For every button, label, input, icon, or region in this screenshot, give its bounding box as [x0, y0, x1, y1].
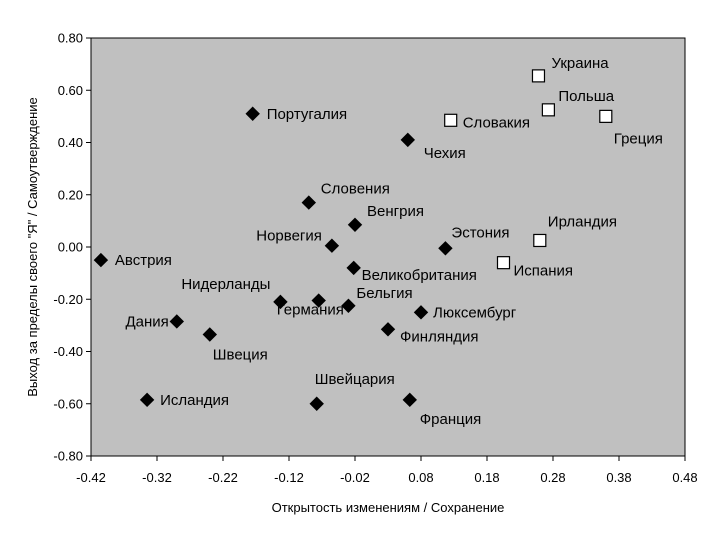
point-label: Швеция: [213, 347, 268, 364]
diamond-point: [245, 106, 260, 121]
point-label: Словакия: [463, 114, 530, 131]
point-label: Великобритания: [362, 267, 477, 284]
y-tick-label: 0.80: [58, 31, 83, 46]
square-point: [496, 256, 511, 270]
y-axis-label: Выход за пределы своего "Я" / Самоутверж…: [25, 97, 40, 397]
square-point: [599, 109, 613, 123]
diamond-point: [311, 293, 326, 308]
diamond-point: [309, 396, 324, 411]
x-axis-ticks: -0.42 -0.32 -0.22 -0.12 -0.02 0.08 0.18 0.28 0.3…: [76, 456, 698, 485]
y-tick-label: -0.80: [53, 449, 83, 464]
y-axis-ticks: -0.80 -0.60 -0.40 -0.20 0.00 0.20 0.40 0.60 0.80: [53, 31, 91, 464]
point-label: Польша: [558, 88, 614, 105]
x-tick-label: -0.12: [274, 470, 304, 485]
diamond-point: [413, 305, 429, 320]
y-tick-label: -0.40: [53, 344, 83, 359]
point-label: Франция: [420, 411, 481, 428]
diamond-point: [341, 298, 356, 313]
diamond-point: [347, 217, 363, 233]
x-tick-label: 0.28: [540, 470, 565, 485]
data-points: Португалия Чехия Словения Венгрия Норвегия Эс…: [93, 55, 663, 428]
square-point: [531, 69, 546, 83]
y-tick-label: 0.40: [58, 135, 83, 150]
point-label: Германия: [277, 302, 344, 319]
x-tick-label: 0.18: [474, 470, 499, 485]
diamond-point: [324, 238, 340, 253]
x-tick-label: -0.42: [76, 470, 106, 485]
x-axis-label: Открытость изменениям / Сохранение: [272, 500, 505, 515]
plot-area: [90, 37, 686, 457]
point-label: Люксембург: [433, 304, 517, 321]
y-tick-label: 0.60: [58, 83, 83, 98]
point-label: Бельгия: [356, 285, 412, 302]
x-tick-label: -0.32: [142, 470, 172, 485]
point-label: Ирландия: [548, 213, 617, 230]
diamond-point: [273, 294, 288, 310]
diamond-point: [301, 195, 317, 210]
point-label: Норвегия: [256, 228, 322, 245]
point-label: Португалия: [267, 106, 347, 123]
diamond-point: [400, 132, 416, 148]
y-tick-label: -0.20: [53, 292, 83, 307]
diamond-point: [438, 241, 453, 256]
x-tick-label: 0.08: [408, 470, 433, 485]
y-tick-label: 0.20: [58, 187, 83, 202]
diamond-point: [93, 252, 109, 268]
point-label: Чехия: [424, 145, 466, 162]
diamond-point: [402, 392, 417, 408]
point-label: Словения: [321, 181, 390, 198]
diamond-point: [380, 322, 396, 337]
square-point: [541, 103, 555, 117]
point-label: Украина: [551, 55, 609, 72]
x-tick-label: 0.48: [672, 470, 697, 485]
square-point: [533, 233, 547, 248]
point-label: Венгрия: [367, 203, 424, 220]
x-tick-label: -0.02: [340, 470, 370, 485]
point-label: Греция: [614, 130, 663, 147]
diamond-point: [346, 260, 361, 276]
y-tick-label: -0.60: [53, 396, 83, 411]
x-tick-label: 0.38: [606, 470, 631, 485]
x-tick-label: -0.22: [208, 470, 238, 485]
diamond-point: [139, 392, 155, 408]
point-label: Австрия: [115, 252, 172, 269]
point-label: Исландия: [160, 392, 229, 409]
point-label: Нидерланды: [181, 276, 270, 293]
square-point: [444, 113, 458, 127]
diamond-point: [202, 327, 218, 342]
diamond-point: [169, 314, 185, 329]
point-label: Испания: [514, 263, 574, 280]
point-label: Швейцария: [315, 371, 395, 388]
point-label: Эстония: [451, 224, 509, 241]
y-tick-label: 0.00: [58, 240, 83, 255]
point-label: Финляндия: [400, 328, 478, 345]
point-label: Дания: [126, 313, 169, 330]
